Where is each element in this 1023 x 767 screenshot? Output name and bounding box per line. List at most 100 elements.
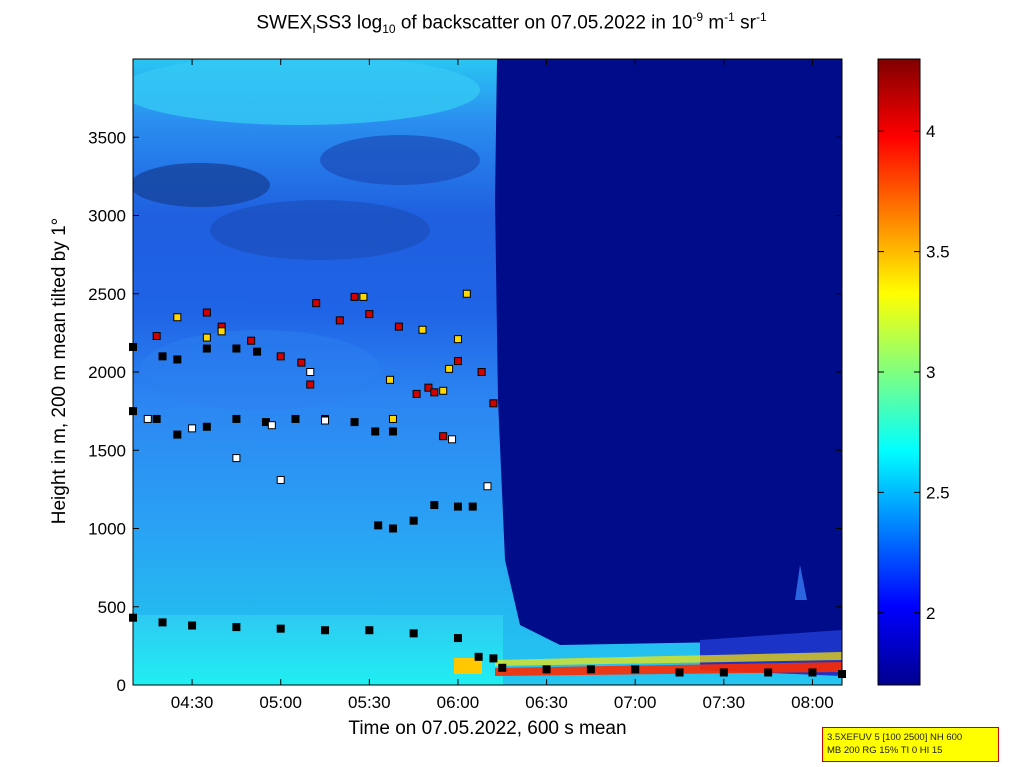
detection-point [439,432,448,441]
detection-point [350,292,359,301]
detection-point [217,327,226,336]
detection-point [321,626,330,635]
detection-point [474,652,483,661]
detection-point [448,435,457,444]
detection-point [374,521,383,530]
detection-point [388,414,397,423]
y-axis-label: Height in m, 200 m mean tilted by 1° [49,217,70,525]
y-tick-label: 2500 [88,285,126,304]
detection-point [173,355,182,364]
detection-point [276,475,285,484]
detection-point [439,386,448,395]
detection-point [306,380,315,389]
detection-point [675,668,684,677]
detection-point [359,292,368,301]
plot-frame [132,58,843,686]
detection-point [306,368,315,376]
detection-point [158,352,167,361]
detection-point [409,629,418,638]
detection-point [424,383,433,392]
detection-point [764,668,773,677]
colorbar-tick-label: 3.5 [926,243,950,262]
detection-point [335,316,344,325]
detection-point [631,665,640,674]
detection-point [453,335,462,344]
detection-point [202,308,211,317]
info-line-2: MB 200 RG 15% TI 0 HI 15 [827,745,943,756]
chart-title: SWEXISS3 log10 of backscatter on 07.05.2… [256,10,767,37]
y-axis: 0 500 1000 1500 2000 2500 3000 3500 [88,128,842,695]
detection-point [388,427,397,436]
x-tick-label: 05:30 [348,693,391,712]
x-axis: 04:30 05:00 05:30 06:00 06:30 07:00 07:30 08:00 [171,59,834,712]
detection-markers [129,289,846,679]
detection-point [453,357,462,366]
heatmap-field [133,59,842,685]
detection-point [152,332,161,341]
detection-point [468,502,477,511]
detection-point [321,416,330,425]
y-tick-label: 500 [98,598,126,617]
detection-point [409,516,418,525]
y-tick-label: 0 [117,676,126,695]
detection-point [477,368,486,376]
colorbar-tick-label: 2.5 [926,483,950,502]
detection-point [388,524,397,533]
y-tick-label: 2000 [88,363,126,382]
info-line-1: 3.5XEFUV 5 [100 2500] NH 600 [827,732,963,743]
detection-point [350,418,359,427]
detection-point [152,414,161,423]
detection-point [386,375,395,384]
detection-point [489,654,498,663]
detection-point [188,424,197,433]
colorbar-tick-label: 3 [926,363,935,382]
detection-point [542,665,551,674]
detection-point [498,663,507,672]
detection-point [445,364,454,373]
detection-point [394,322,403,331]
detection-point [483,482,492,491]
detection-point [202,422,211,431]
y-tick-label: 1500 [88,441,126,460]
detection-point [808,668,817,677]
detection-point [365,310,374,319]
detection-point [202,333,211,342]
detection-point [247,336,256,345]
detection-point [412,389,421,398]
detection-point [462,289,471,298]
detection-point [158,618,167,627]
x-tick-label: 07:30 [703,693,746,712]
detection-point [143,414,152,423]
detection-point [297,358,306,367]
detection-point [232,344,241,353]
detection-point [173,430,182,439]
detection-point [188,621,197,630]
detection-point [232,454,241,463]
detection-point [365,626,374,635]
detection-point [276,352,285,361]
settings-info-box: 3.5XEFUV 5 [100 2500] NH 600 MB 200 RG 1… [822,727,999,762]
x-tick-label: 08:00 [791,693,834,712]
colorbar [877,58,921,686]
detection-point [489,399,498,408]
detection-point [253,347,262,356]
colorbar-tick-label: 4 [926,122,935,141]
x-tick-label: 05:00 [259,693,302,712]
detection-point [453,502,462,511]
detection-point [202,344,211,353]
colorbar-ticks: 2 2.5 3 3.5 4 [878,122,950,623]
x-tick-label: 04:30 [171,693,214,712]
detection-point [291,414,300,423]
detection-point [312,299,321,308]
detection-point [371,427,380,436]
detection-point [719,668,728,677]
detection-point [232,414,241,423]
detection-point [173,313,182,322]
detection-point [418,325,427,334]
y-tick-label: 1000 [88,520,126,539]
y-tick-label: 3000 [88,207,126,226]
detection-point [267,421,276,430]
detection-point [430,388,439,397]
x-tick-label: 07:00 [614,693,657,712]
